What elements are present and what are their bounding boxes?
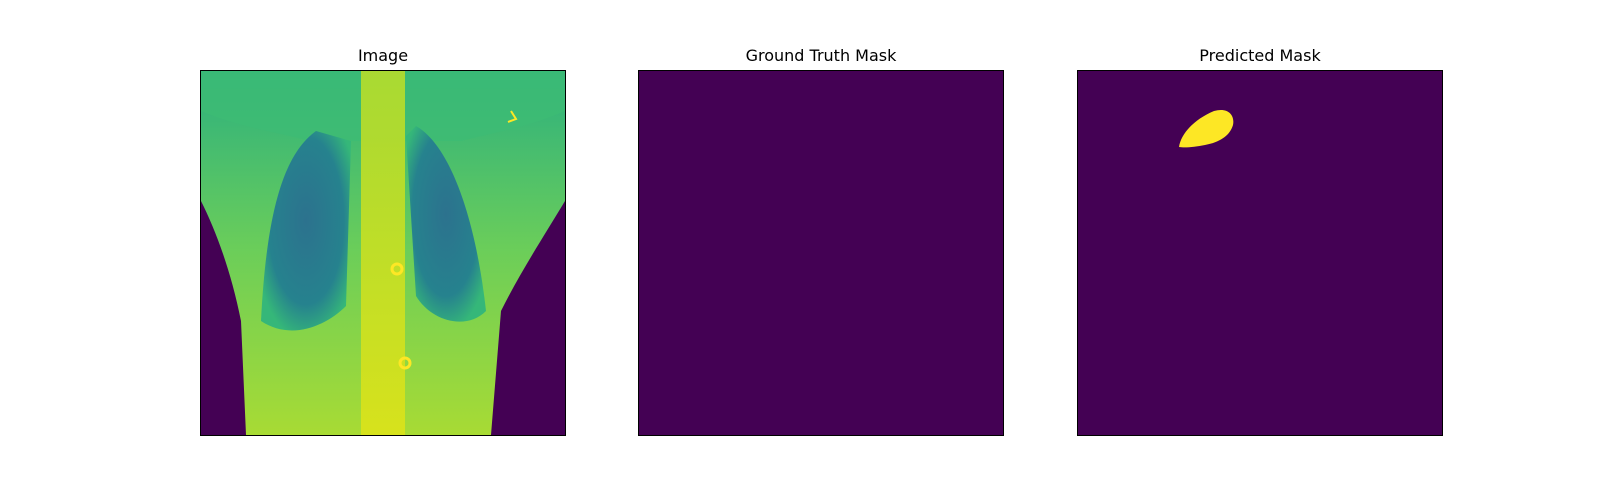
- ground-truth-mask-svg: [639, 71, 1003, 435]
- predicted-blob: [1179, 109, 1234, 148]
- image-panel-title: Image: [357, 46, 409, 65]
- xray-image: [200, 70, 566, 436]
- ground-truth-panel-title: Ground Truth Mask: [745, 46, 897, 65]
- predicted-panel-title: Predicted Mask: [1199, 46, 1321, 65]
- ground-truth-mask: [638, 70, 1004, 436]
- predicted-mask: [1077, 70, 1443, 436]
- predicted-mask-svg: [1078, 71, 1442, 435]
- xray-image-svg: [201, 71, 565, 435]
